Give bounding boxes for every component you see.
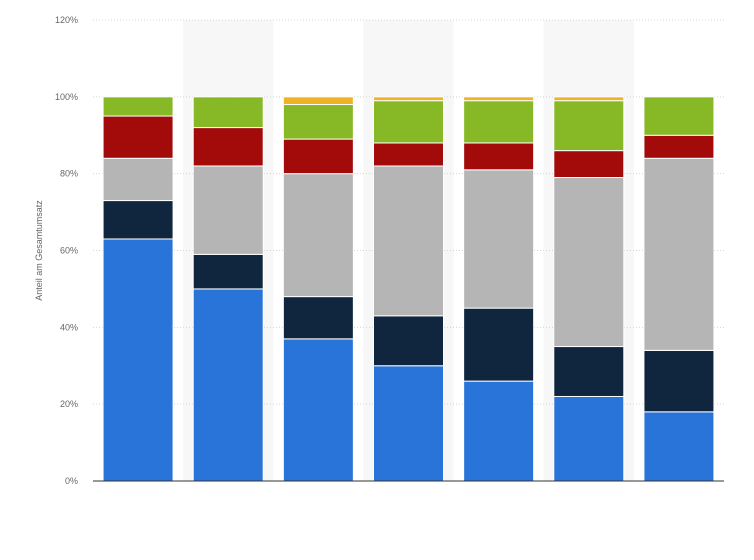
y-axis-ticks: 0% 20% 40% 60% 80% 100% 120% bbox=[55, 15, 78, 486]
bar-segment[interactable] bbox=[192, 253, 264, 290]
bar-segment[interactable] bbox=[643, 349, 715, 413]
bar-segment[interactable] bbox=[553, 346, 625, 397]
bar-segment[interactable] bbox=[553, 177, 625, 348]
bar-segment[interactable] bbox=[192, 165, 264, 255]
bar-segment[interactable] bbox=[553, 96, 625, 102]
bar-segment[interactable] bbox=[643, 96, 715, 136]
bars bbox=[102, 96, 715, 482]
y-tick-label: 100% bbox=[55, 92, 78, 102]
bar-segment[interactable] bbox=[373, 96, 444, 102]
bar-segment[interactable] bbox=[553, 395, 625, 482]
bar-segment[interactable] bbox=[192, 96, 264, 129]
y-tick-label: 60% bbox=[60, 246, 78, 256]
bar-segment[interactable] bbox=[373, 365, 444, 482]
bar-segment[interactable] bbox=[643, 157, 715, 351]
y-tick-label: 40% bbox=[60, 322, 78, 332]
bar-segment[interactable] bbox=[282, 104, 354, 140]
bar-segment[interactable] bbox=[553, 150, 625, 179]
bar-segment[interactable] bbox=[643, 411, 715, 482]
bar-segment[interactable] bbox=[373, 142, 444, 167]
bar-segment[interactable] bbox=[463, 100, 535, 144]
bar-segment[interactable] bbox=[282, 296, 354, 340]
bar-segment[interactable] bbox=[463, 169, 535, 309]
bar-segment[interactable] bbox=[463, 96, 535, 102]
bar-segment[interactable] bbox=[282, 338, 354, 482]
bar-segment[interactable] bbox=[282, 138, 354, 175]
bar-segment[interactable] bbox=[643, 134, 715, 159]
bar-segment[interactable] bbox=[192, 288, 264, 482]
bar-segment[interactable] bbox=[102, 115, 174, 159]
y-tick-label: 80% bbox=[60, 169, 78, 179]
bar-segment[interactable] bbox=[192, 127, 264, 167]
bar-segment[interactable] bbox=[463, 307, 535, 382]
bar-segment[interactable] bbox=[463, 380, 535, 482]
y-tick-label: 120% bbox=[55, 15, 78, 25]
y-tick-label: 0% bbox=[65, 476, 78, 486]
bar-segment[interactable] bbox=[282, 173, 354, 298]
bar-segment[interactable] bbox=[282, 96, 354, 106]
bar-segment[interactable] bbox=[102, 238, 174, 482]
bar-segment[interactable] bbox=[463, 142, 535, 171]
bar-segment[interactable] bbox=[102, 200, 174, 240]
bar-segment[interactable] bbox=[102, 157, 174, 202]
bar-segment[interactable] bbox=[102, 96, 174, 117]
bar-segment[interactable] bbox=[553, 100, 625, 152]
y-axis-label: Anteil am Gesamtumsatz bbox=[34, 200, 44, 301]
bar-segment[interactable] bbox=[373, 100, 444, 144]
bar-segment[interactable] bbox=[373, 315, 444, 367]
bar-segment[interactable] bbox=[373, 165, 444, 317]
y-tick-label: 20% bbox=[60, 399, 78, 409]
